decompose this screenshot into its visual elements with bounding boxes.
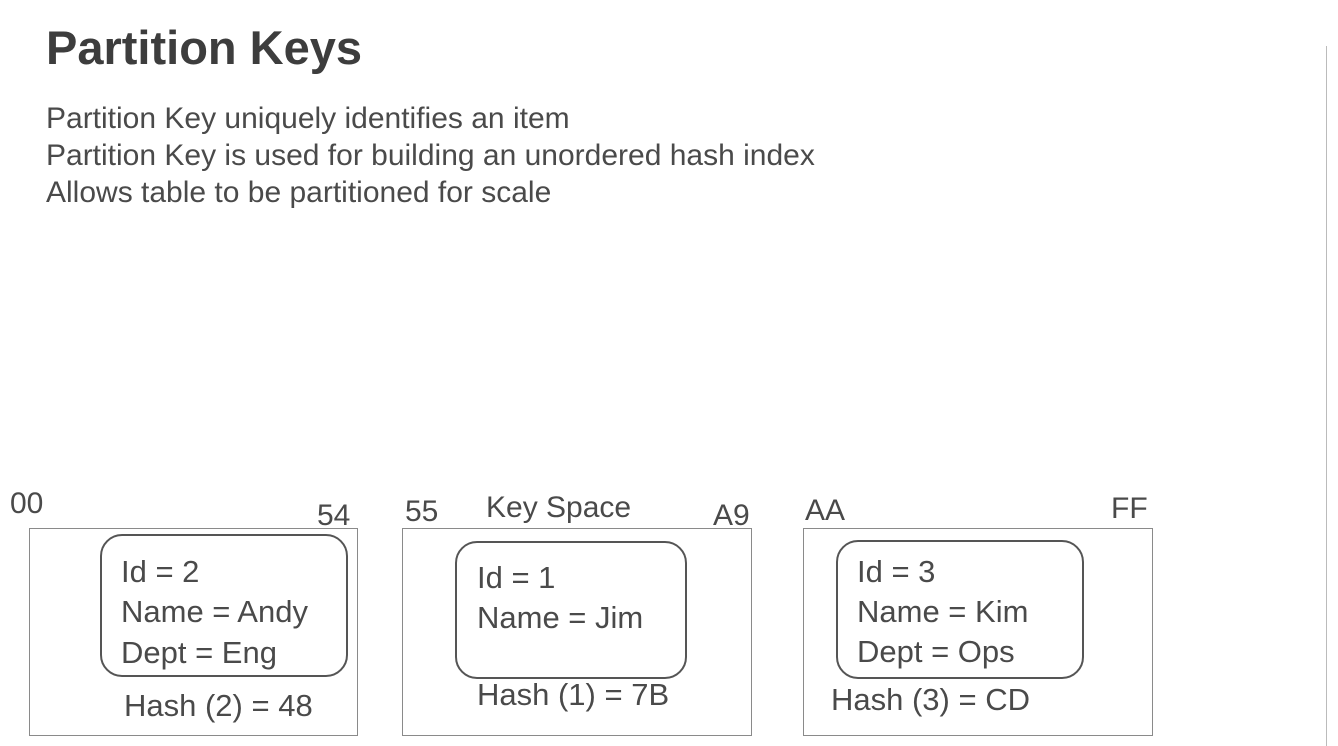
partition-3-range-start: AA xyxy=(805,494,846,527)
item-1-name: Name = Andy xyxy=(121,594,308,629)
partition-1-range-start: 00 xyxy=(10,487,44,520)
item-3-name: Name = Kim xyxy=(857,594,1029,629)
key-space-label: Key Space xyxy=(486,491,632,524)
partition-3-range-end: FF xyxy=(1111,492,1148,525)
item-1-dept: Dept = Eng xyxy=(121,635,277,670)
partition-2-hash: Hash (1) = 7B xyxy=(477,677,670,712)
item-card-2 xyxy=(455,541,687,679)
bullet-list: Partition Key uniquely identifies an ite… xyxy=(46,100,815,211)
partition-2-range-end: A9 xyxy=(713,499,750,532)
partition-1-hash: Hash (2) = 48 xyxy=(124,688,313,723)
item-2-name: Name = Jim xyxy=(477,600,644,635)
slide-edge-divider xyxy=(1326,46,1327,746)
item-3-id: Id = 3 xyxy=(857,554,936,589)
slide-title: Partition Keys xyxy=(46,21,363,74)
item-2-id: Id = 1 xyxy=(477,560,556,595)
partition-2-range-start: 55 xyxy=(405,495,439,528)
partition-3-hash: Hash (3) = CD xyxy=(831,682,1030,717)
partition-box-1 xyxy=(29,528,358,736)
item-1-id: Id = 2 xyxy=(121,554,200,589)
bullet-item: Partition Key uniquely identifies an ite… xyxy=(46,102,570,135)
item-3-dept: Dept = Ops xyxy=(857,634,1015,669)
partition-1-range-end: 54 xyxy=(317,499,351,532)
item-card-1 xyxy=(100,534,348,677)
bullet-item: Allows table to be partitioned for scale xyxy=(46,176,552,209)
partition-box-3 xyxy=(803,528,1153,736)
bullet-item: Partition Key is used for building an un… xyxy=(46,139,815,172)
item-card-3 xyxy=(836,540,1084,679)
